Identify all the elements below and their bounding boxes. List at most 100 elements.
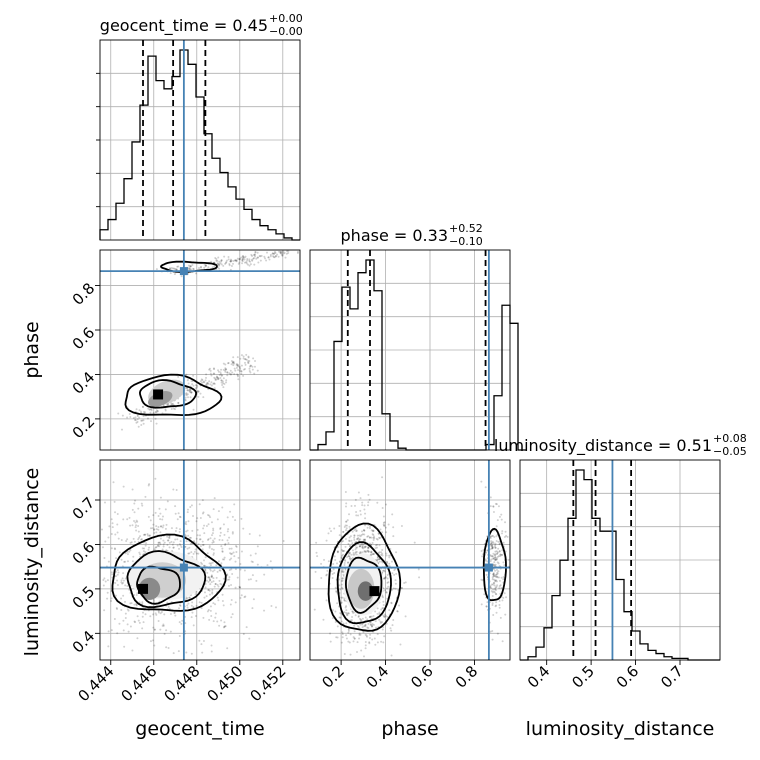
sample-point	[106, 597, 109, 600]
sample-point	[338, 560, 341, 563]
sample-point	[215, 258, 218, 261]
sample-point	[225, 368, 228, 371]
sample-point	[492, 573, 495, 576]
sample-point	[348, 557, 351, 560]
sample-point	[281, 254, 284, 257]
sample-point	[389, 627, 392, 630]
sample-point	[335, 562, 338, 565]
sample-point	[208, 577, 211, 580]
sample-point	[491, 534, 494, 537]
sample-point	[384, 526, 387, 529]
sample-point	[158, 545, 161, 548]
sample-point	[231, 613, 234, 616]
sample-point	[210, 548, 213, 551]
sample-point	[236, 257, 239, 260]
sample-point	[281, 251, 284, 254]
sample-point	[168, 536, 171, 539]
sample-point	[322, 618, 325, 621]
sample-point	[367, 547, 370, 550]
sample-point	[497, 570, 500, 573]
sample-point	[203, 532, 206, 535]
sample-point	[159, 525, 162, 528]
sample-point	[248, 264, 251, 267]
sample-point	[212, 372, 215, 375]
sample-point	[345, 613, 348, 616]
sample-point	[400, 586, 403, 589]
sample-point	[233, 503, 236, 506]
sample-point	[124, 616, 127, 619]
sample-point	[351, 616, 354, 619]
sample-point	[361, 530, 364, 533]
sample-point	[224, 542, 227, 545]
panel-2-2	[520, 460, 720, 661]
sample-point	[226, 516, 229, 519]
sample-point	[330, 530, 333, 533]
sample-point	[272, 252, 275, 255]
sample-point	[492, 573, 495, 576]
sample-point	[395, 551, 398, 554]
title-phase: phase = 0.33	[341, 226, 448, 245]
sample-point	[341, 596, 344, 599]
sample-point	[149, 408, 152, 411]
sample-point	[413, 541, 416, 544]
sample-point	[217, 263, 220, 266]
sample-point	[491, 547, 494, 550]
sample-point	[206, 382, 209, 385]
sample-point	[134, 621, 137, 624]
sample-point	[349, 545, 352, 548]
sample-point	[125, 539, 128, 542]
sample-point	[491, 602, 494, 605]
sample-point	[369, 553, 372, 556]
sample-point	[222, 264, 225, 267]
sample-point	[387, 581, 390, 584]
sample-point	[399, 643, 402, 646]
sample-point	[267, 256, 270, 259]
sample-point	[230, 265, 233, 268]
sample-point	[121, 582, 124, 585]
sample-point	[495, 539, 498, 542]
sample-point	[239, 357, 242, 360]
sample-point	[228, 578, 231, 581]
sample-point	[343, 597, 346, 600]
sample-point	[155, 546, 158, 549]
sample-point	[264, 257, 267, 260]
sample-point	[498, 550, 501, 553]
sample-point	[233, 555, 236, 558]
sample-point	[340, 620, 343, 623]
sample-point	[381, 548, 384, 551]
sample-point	[159, 496, 162, 499]
sample-point	[171, 403, 174, 406]
sample-point	[354, 498, 357, 501]
sample-point	[491, 547, 494, 550]
sample-point	[276, 253, 279, 256]
sample-point	[168, 536, 171, 539]
sample-point	[491, 594, 494, 597]
sample-point	[249, 263, 252, 266]
sample-point	[218, 569, 221, 572]
sample-point	[490, 590, 493, 593]
sample-point	[347, 629, 350, 632]
sample-point	[242, 633, 245, 636]
sample-point	[496, 632, 499, 635]
sample-point	[489, 496, 492, 499]
sample-point	[231, 262, 234, 265]
sample-point	[141, 627, 144, 630]
sample-point	[191, 611, 194, 614]
sample-point	[390, 602, 393, 605]
sample-point	[404, 615, 407, 618]
sample-point	[179, 516, 182, 519]
sample-point	[380, 553, 383, 556]
sample-point	[246, 263, 249, 266]
sample-point	[353, 553, 356, 556]
sample-point	[343, 525, 346, 528]
sample-point	[383, 521, 386, 524]
sample-point	[338, 616, 341, 619]
sample-point	[480, 603, 483, 606]
sample-point	[503, 564, 506, 567]
sample-point	[177, 512, 180, 515]
sample-point	[369, 621, 372, 624]
title-luminosity-distance: luminosity_distance = 0.51	[494, 436, 712, 456]
sample-point	[328, 527, 331, 530]
sample-point	[116, 579, 119, 582]
sample-point	[157, 541, 160, 544]
